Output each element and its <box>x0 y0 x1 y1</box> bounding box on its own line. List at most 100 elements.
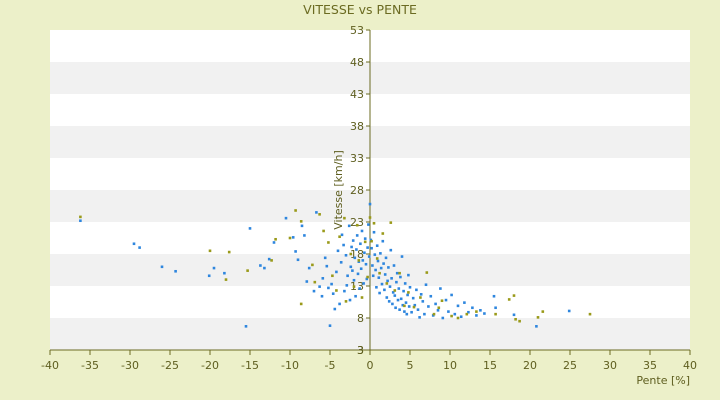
data-point-blue <box>475 314 478 317</box>
data-point-blue <box>439 287 442 290</box>
y-tick-label: 3 <box>357 344 364 357</box>
data-point-olive <box>385 282 389 285</box>
data-point-blue <box>307 266 311 270</box>
x-tick-label: 35 <box>643 359 657 372</box>
data-point-olive <box>294 209 297 212</box>
data-point-blue <box>398 308 401 311</box>
y-tick-label: 3 <box>357 344 364 357</box>
data-point-blue <box>375 244 379 247</box>
data-point-blue <box>355 234 359 237</box>
data-point-olive <box>507 298 511 301</box>
data-point-blue <box>394 306 397 310</box>
data-point-blue <box>138 246 141 249</box>
data-point-olive <box>514 317 517 321</box>
data-point-blue <box>351 239 355 242</box>
data-point-blue <box>223 271 226 275</box>
data-point-olive <box>541 310 545 313</box>
data-point-blue <box>415 288 418 292</box>
data-point-blue <box>320 294 324 298</box>
data-point-blue <box>284 216 288 220</box>
x-tick-label: -25 <box>161 359 179 372</box>
data-point-blue <box>340 233 344 237</box>
x-tick-label: -35 <box>81 359 99 372</box>
data-point-blue <box>212 266 216 270</box>
data-point-blue <box>380 282 384 286</box>
data-point-olive <box>536 316 540 319</box>
data-point-blue <box>383 288 386 292</box>
data-point-blue <box>399 297 403 301</box>
data-point-blue <box>406 293 409 297</box>
data-point-blue <box>174 269 177 273</box>
x-tick-label: -30 <box>121 359 139 372</box>
data-point-blue <box>376 259 380 263</box>
data-point-olive <box>465 312 469 316</box>
x-tick-label: 30 <box>603 359 617 372</box>
data-point-blue <box>325 264 329 268</box>
x-tick-label: 20 <box>523 359 537 372</box>
data-point-olive <box>512 294 516 297</box>
x-tick-label: -15 <box>241 359 259 372</box>
data-point-blue <box>387 300 391 303</box>
data-point-blue <box>361 259 365 262</box>
data-point-blue <box>354 294 357 298</box>
y-tick-label: 23 <box>350 216 364 229</box>
data-point-blue <box>404 301 408 304</box>
data-point-blue <box>444 298 448 302</box>
data-point-blue <box>397 287 401 290</box>
data-point-blue <box>381 239 385 243</box>
data-point-blue <box>403 282 407 285</box>
x-tick-label: 25 <box>563 359 577 372</box>
data-point-blue <box>355 248 358 251</box>
data-point-blue <box>367 255 371 258</box>
data-point-olive <box>375 257 379 260</box>
y-tick-label: 28 <box>350 184 364 197</box>
data-point-olive <box>475 310 478 313</box>
data-point-olive <box>224 278 228 281</box>
data-point-olive <box>412 305 416 309</box>
data-point-blue <box>363 251 366 255</box>
data-point-blue <box>392 264 396 267</box>
data-point-blue <box>371 264 374 267</box>
data-point-blue <box>321 277 325 280</box>
data-point-blue <box>359 242 362 246</box>
data-point-olive <box>355 223 359 227</box>
data-point-olive <box>274 237 277 241</box>
data-point-blue <box>267 257 271 261</box>
data-point-olive <box>344 300 348 303</box>
data-point-blue <box>345 284 349 287</box>
x-tick-label: 10 <box>443 359 457 372</box>
data-point-blue <box>418 316 421 319</box>
data-point-blue <box>339 261 343 264</box>
data-point-blue <box>348 298 352 302</box>
data-point-blue <box>436 309 440 312</box>
data-point-blue <box>370 246 373 250</box>
data-point-olive <box>318 213 321 216</box>
data-point-blue <box>371 274 375 278</box>
data-point-blue <box>352 278 356 282</box>
data-point-blue <box>388 285 392 288</box>
data-point-blue <box>471 306 474 310</box>
data-point-blue <box>363 237 367 240</box>
data-point-olive <box>407 291 410 294</box>
data-point-olive <box>357 259 361 262</box>
data-point-blue <box>373 253 377 256</box>
data-point-blue <box>353 256 357 260</box>
data-point-blue <box>492 294 496 298</box>
data-point-blue <box>421 300 425 303</box>
data-point-blue <box>407 273 410 277</box>
data-point-blue <box>456 304 460 308</box>
data-point-blue <box>351 269 354 272</box>
x-tick-label: -5 <box>325 359 336 372</box>
data-point-blue <box>291 236 295 239</box>
data-point-blue <box>207 274 211 278</box>
data-point-olive <box>378 271 381 275</box>
data-point-olive <box>335 289 338 292</box>
y-tick-label: 8 <box>357 312 364 325</box>
data-point-blue <box>400 255 404 258</box>
data-point-blue <box>419 293 423 296</box>
data-point-blue <box>389 248 393 252</box>
data-point-olive <box>372 221 376 225</box>
data-point-olive <box>327 241 330 244</box>
data-point-blue <box>79 219 82 223</box>
data-point-blue <box>327 286 330 290</box>
